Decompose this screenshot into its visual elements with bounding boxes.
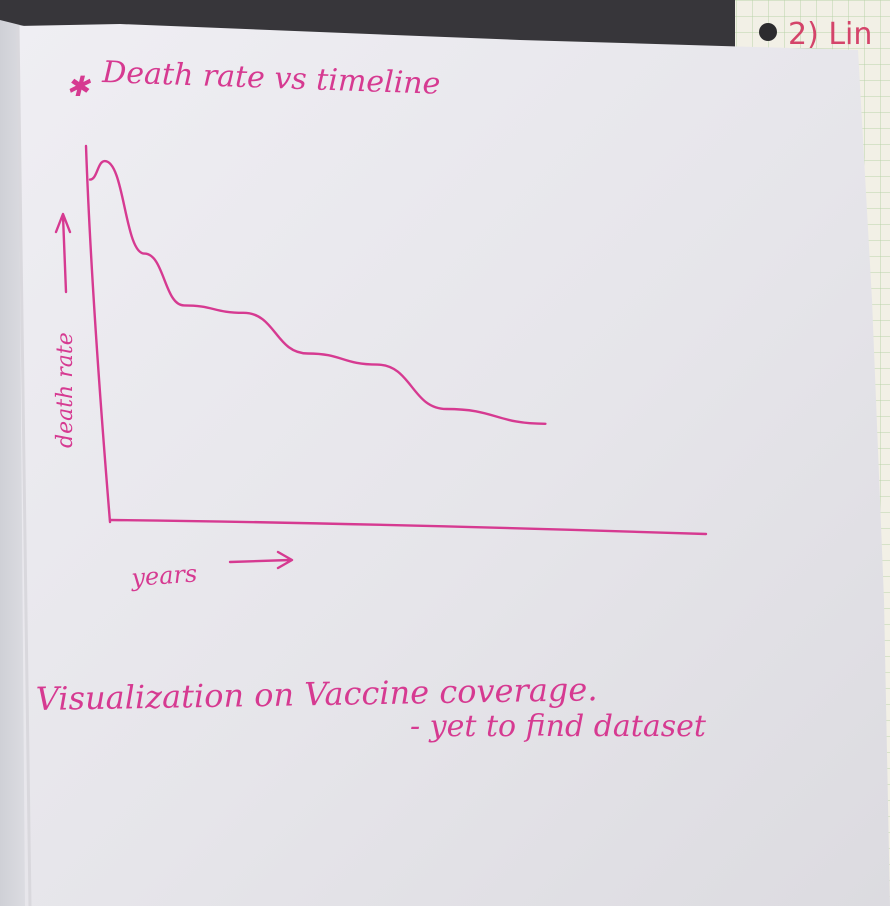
- paper-sheet: [18, 24, 890, 906]
- y-axis-label: death rate: [53, 332, 78, 448]
- x-axis-arrow: [228, 550, 294, 570]
- note-line-2: - yet to find dataset: [410, 709, 707, 744]
- side-page-text: 2) Lin: [788, 17, 872, 52]
- y-axis-arrow: [54, 212, 72, 294]
- sketch-chart: [54, 144, 708, 570]
- y-axis-line: [84, 144, 112, 524]
- trend-line: [88, 159, 547, 425]
- x-axis-label: years: [129, 559, 198, 592]
- heading-bullet-icon: ✱: [66, 70, 92, 103]
- x-axis-line: [108, 518, 708, 536]
- binder-hole: [759, 23, 777, 41]
